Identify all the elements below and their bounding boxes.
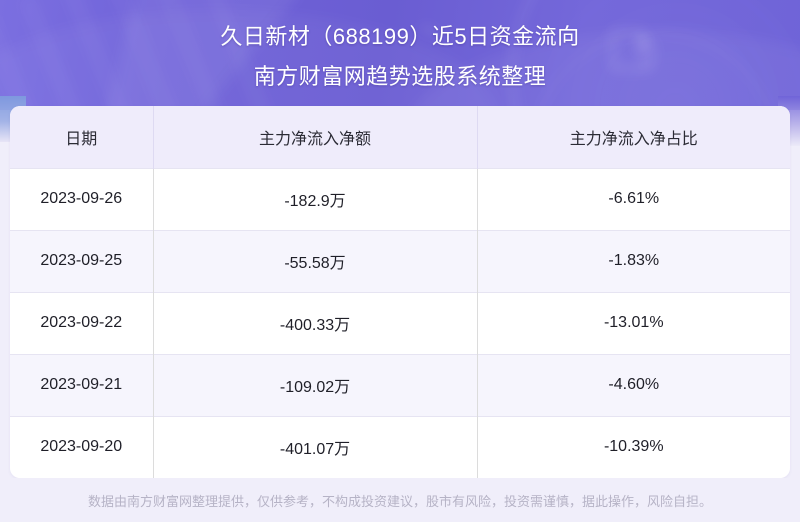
table-row: 2023-09-20 -401.07万 -10.39% — [10, 415, 790, 478]
cell-net-inflow: -401.07万 — [153, 415, 478, 478]
gauge-full-letter: F — [636, 32, 650, 57]
cell-net-ratio: -13.01% — [477, 291, 790, 354]
cell-net-ratio: -4.60% — [477, 353, 790, 416]
fund-flow-table: 日期 主力净流入净额 主力净流入净占比 2023-09-26 -182.9万 -6.… — [10, 106, 790, 478]
cell-date: 2023-09-20 — [10, 415, 154, 478]
cell-date: 2023-09-25 — [10, 229, 154, 292]
table-row: 2023-09-22 -400.33万 -13.01% — [10, 291, 790, 354]
column-header-net-ratio: 主力净流入净占比 — [477, 106, 790, 168]
page-subtitle: 南方财富网趋势选股系统整理 — [253, 64, 547, 89]
cell-date: 2023-09-26 — [10, 167, 154, 230]
cell-net-inflow: -400.33万 — [153, 291, 478, 354]
table-header: 日期 主力净流入净额 主力净流入净占比 — [10, 106, 790, 168]
header-banner: F 久日新材（688199）近5日资金流向 南方财富网趋势选股系统整理 — [0, 0, 800, 110]
table-header-row: 日期 主力净流入净额 主力净流入净占比 — [10, 106, 790, 168]
cell-date: 2023-09-22 — [10, 291, 154, 354]
column-header-date: 日期 — [10, 106, 154, 168]
cell-net-ratio: -1.83% — [477, 229, 790, 292]
fund-flow-table-card: 日期 主力净流入净额 主力净流入净占比 2023-09-26 -182.9万 -6.… — [10, 106, 790, 478]
footer: 数据由南方财富网整理提供，仅供参考，不构成投资建议，股市有风险，投资需谨慎，据此… — [0, 478, 800, 522]
column-header-net-inflow: 主力净流入净额 — [153, 106, 478, 168]
fuel-pump-icon — [611, 30, 654, 70]
table-body: 2023-09-26 -182.9万 -6.61% 2023-09-25 -55.58万… — [10, 167, 790, 478]
table-row: 2023-09-25 -55.58万 -1.83% — [10, 229, 790, 292]
cell-net-ratio: -6.61% — [477, 167, 790, 230]
cell-net-inflow: -109.02万 — [153, 353, 478, 416]
table-row: 2023-09-26 -182.9万 -6.61% — [10, 167, 790, 230]
table-row: 2023-09-21 -109.02万 -4.60% — [10, 353, 790, 416]
cell-net-inflow: -55.58万 — [153, 229, 478, 292]
cell-date: 2023-09-21 — [10, 353, 154, 416]
page-title: 久日新材（688199）近5日资金流向 — [220, 24, 580, 49]
cell-net-inflow: -182.9万 — [153, 167, 478, 230]
disclaimer-text: 数据由南方财富网整理提供，仅供参考，不构成投资建议，股市有风险，投资需谨慎，据此… — [87, 493, 712, 509]
cell-net-ratio: -10.39% — [477, 415, 790, 478]
header-text-block: 久日新材（688199）近5日资金流向 南方财富网趋势选股系统整理 — [0, 0, 800, 110]
